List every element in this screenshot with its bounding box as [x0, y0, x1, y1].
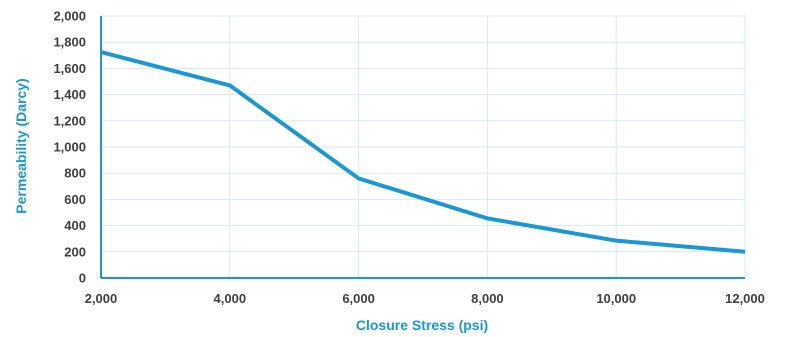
y-tick-label: 0 — [79, 271, 86, 286]
x-tick-label: 8,000 — [471, 291, 504, 306]
x-tick-labels: 2,000 4,000 6,000 8,000 10,000 12,000 — [85, 291, 765, 306]
gridlines — [101, 15, 746, 278]
y-tick-label: 600 — [64, 192, 86, 207]
x-tick-label: 12,000 — [725, 291, 765, 306]
y-tick-label: 2,000 — [53, 9, 86, 24]
y-tick-label: 1,600 — [53, 61, 86, 76]
y-axis-title: Permeability (Darcy) — [13, 78, 29, 213]
y-tick-label: 1,200 — [53, 113, 86, 128]
x-tick-label: 10,000 — [596, 291, 636, 306]
y-tick-labels: 0 200 400 600 800 1,000 1,200 1,400 1,600 1,800 2,… — [53, 9, 86, 286]
series — [100, 50, 746, 254]
permeability-line — [100, 50, 746, 254]
y-tick-label: 1,400 — [53, 87, 86, 102]
y-tick-label: 800 — [64, 166, 86, 181]
y-tick-label: 400 — [64, 218, 86, 233]
axes — [100, 16, 745, 279]
x-tick-label: 2,000 — [85, 291, 118, 306]
x-axis-title: Closure Stress (psi) — [356, 317, 488, 333]
y-tick-label: 200 — [64, 244, 86, 259]
y-tick-label: 1,800 — [53, 35, 86, 50]
x-tick-label: 4,000 — [214, 291, 247, 306]
x-tick-label: 6,000 — [342, 291, 375, 306]
y-tick-label: 1,000 — [53, 140, 86, 155]
